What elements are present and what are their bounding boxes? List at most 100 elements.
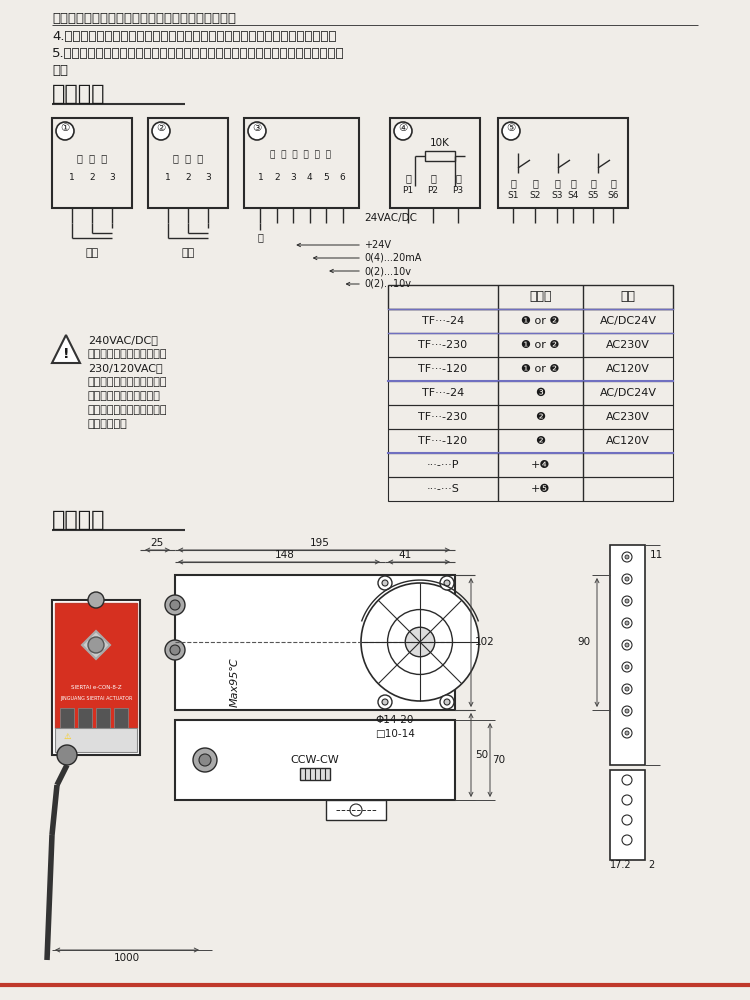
Bar [52, 600, 140, 755]
Text: ②: ② [156, 123, 166, 133]
Text: 0(4)...20mA: 0(4)...20mA [364, 253, 422, 263]
Text: 41: 41 [398, 550, 412, 560]
Text: TF···-24: TF···-24 [422, 316, 464, 326]
Text: ④: ④ [398, 123, 408, 133]
Text: 联轴器偏心，固定支架勾住执行机构处应保留间隙。: 联轴器偏心，固定支架勾住执行机构处应保留间隙。 [52, 12, 236, 25]
Text: 紫: 紫 [570, 178, 576, 188]
Circle shape [193, 748, 217, 772]
Text: TF···-120: TF···-120 [419, 364, 467, 374]
Text: +24V: +24V [364, 240, 391, 250]
Text: 70: 70 [492, 755, 506, 765]
Text: ❶ or ❷: ❶ or ❷ [521, 340, 560, 350]
Circle shape [622, 662, 632, 672]
Circle shape [88, 592, 104, 608]
Text: S6: S6 [608, 191, 619, 200]
Text: 1000: 1000 [114, 953, 140, 963]
Text: ⏚: ⏚ [257, 232, 263, 242]
Bar [610, 545, 645, 765]
Text: P3: P3 [452, 186, 464, 195]
Bar [78, 708, 92, 730]
Text: AC120V: AC120V [606, 436, 650, 446]
Text: SIERTAI e-CON-8-Z: SIERTAI e-CON-8-Z [70, 685, 122, 690]
Bar [388, 357, 673, 381]
Text: 电源: 电源 [86, 248, 99, 258]
Circle shape [382, 580, 388, 586]
Text: TF···-230: TF···-230 [419, 412, 467, 422]
Text: 3: 3 [110, 173, 115, 182]
Polygon shape [52, 335, 80, 363]
Circle shape [57, 745, 77, 765]
Bar [388, 285, 673, 309]
Text: 102: 102 [475, 637, 495, 647]
Circle shape [248, 122, 266, 140]
Text: □10-14: □10-14 [375, 729, 415, 739]
Text: 11: 11 [650, 550, 663, 560]
Bar [52, 118, 132, 208]
Bar [60, 708, 74, 730]
Text: 6: 6 [340, 173, 346, 182]
Circle shape [622, 835, 632, 845]
Text: 绿: 绿 [532, 178, 538, 188]
Circle shape [444, 699, 450, 705]
Bar [388, 453, 673, 477]
Text: 5.按产品外壳上的电气接线图正确接线，电源电压应相符，电源线，信号线不得接: 5.按产品外壳上的电气接线图正确接线，电源电压应相符，电源线，信号线不得接 [52, 47, 344, 60]
Circle shape [625, 665, 629, 669]
Circle shape [405, 627, 435, 657]
Text: S5: S5 [587, 191, 598, 200]
Text: 240VAC/DC：: 240VAC/DC： [88, 335, 158, 345]
Circle shape [170, 645, 180, 655]
Text: 2: 2 [274, 173, 280, 182]
Text: JINGUANG SIERTAI ACTUATOR: JINGUANG SIERTAI ACTUATOR [60, 696, 132, 701]
Text: S4: S4 [567, 191, 579, 200]
Text: 1: 1 [165, 173, 171, 182]
Text: 50: 50 [475, 750, 488, 760]
Text: 灰: 灰 [590, 178, 596, 188]
Text: 白  紫  蓝  灰  黄  绿: 白 紫 蓝 灰 黄 绿 [271, 150, 332, 159]
Bar [55, 603, 137, 728]
Bar [175, 720, 455, 800]
Text: S2: S2 [530, 191, 541, 200]
Text: ❷: ❷ [536, 436, 545, 446]
Text: 3: 3 [290, 173, 296, 182]
Text: ❶ or ❷: ❶ or ❷ [521, 316, 560, 326]
Circle shape [444, 580, 450, 586]
Text: TF···-230: TF···-230 [419, 340, 467, 350]
Text: +❹: +❹ [531, 460, 550, 470]
Text: ③: ③ [252, 123, 262, 133]
Text: 黑  棕  红: 黑 棕 红 [77, 153, 107, 163]
Circle shape [350, 804, 362, 816]
Circle shape [622, 552, 632, 562]
Circle shape [56, 122, 74, 140]
Text: 0(2)...10v: 0(2)...10v [364, 266, 411, 276]
Circle shape [622, 815, 632, 825]
Text: 2: 2 [89, 173, 94, 182]
Circle shape [625, 555, 629, 559]
Bar [300, 768, 330, 780]
Text: 230/120VAC；: 230/120VAC； [88, 363, 163, 373]
Text: ❷: ❷ [536, 412, 545, 422]
Text: AC230V: AC230V [606, 340, 650, 350]
Polygon shape [82, 631, 110, 659]
Bar [388, 429, 673, 453]
Circle shape [622, 795, 632, 805]
Text: ⚠: ⚠ [64, 732, 71, 741]
Text: 白: 白 [610, 178, 616, 188]
Text: P2: P2 [427, 186, 439, 195]
Text: P1: P1 [403, 186, 413, 195]
Text: ①: ① [60, 123, 70, 133]
Text: 2: 2 [185, 173, 190, 182]
Text: Max95℃: Max95℃ [230, 657, 240, 707]
Text: 24VAC/DC: 24VAC/DC [364, 213, 417, 223]
Text: 错。: 错。 [52, 64, 68, 77]
Text: 本产品不断改进请按产品上: 本产品不断改进请按产品上 [88, 405, 167, 415]
Text: 蓝: 蓝 [554, 178, 560, 188]
Text: 4.按住卸载按钮，手动旋转阀门由全关至全开位，应灵活，无受力不均匀现象。: 4.按住卸载按钮，手动旋转阀门由全关至全开位，应灵活，无受力不均匀现象。 [52, 30, 337, 43]
Text: 3: 3 [205, 173, 211, 182]
Circle shape [440, 576, 454, 590]
Circle shape [622, 574, 632, 584]
Circle shape [199, 754, 211, 766]
Circle shape [622, 728, 632, 738]
Text: CCW-CW: CCW-CW [291, 755, 339, 765]
Text: TF···-24: TF···-24 [422, 388, 464, 398]
Text: 橙: 橙 [405, 173, 411, 183]
